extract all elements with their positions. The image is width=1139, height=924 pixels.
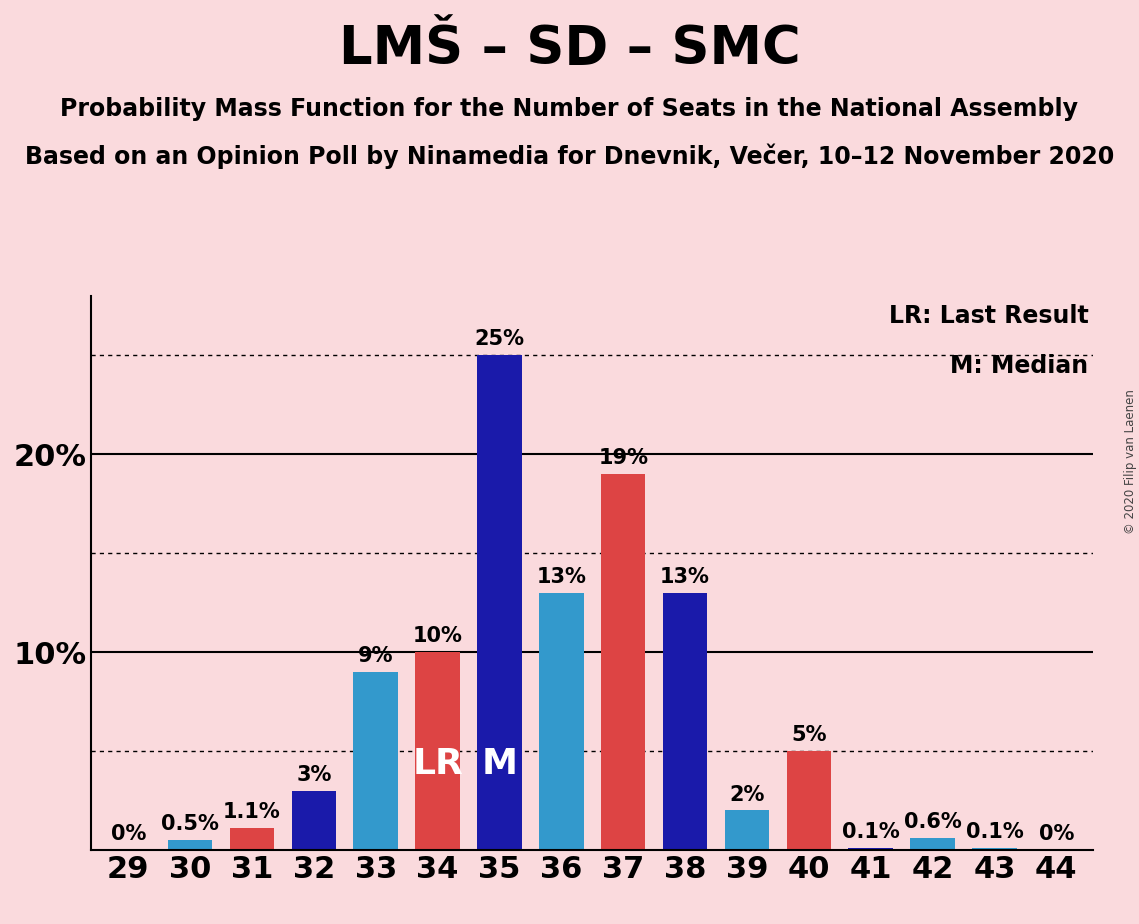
- Text: 0.1%: 0.1%: [966, 822, 1023, 842]
- Text: LR: Last Result: LR: Last Result: [888, 304, 1089, 328]
- Text: 0.1%: 0.1%: [842, 822, 900, 842]
- Text: © 2020 Filip van Laenen: © 2020 Filip van Laenen: [1124, 390, 1137, 534]
- Bar: [601, 474, 646, 850]
- Bar: [230, 828, 274, 850]
- Bar: [849, 848, 893, 850]
- Text: Based on an Opinion Poll by Ninamedia for Dnevnik, Večer, 10–12 November 2020: Based on an Opinion Poll by Ninamedia fo…: [25, 143, 1114, 169]
- Text: 3%: 3%: [296, 765, 331, 784]
- Text: Probability Mass Function for the Number of Seats in the National Assembly: Probability Mass Function for the Number…: [60, 97, 1079, 121]
- Text: 25%: 25%: [475, 329, 524, 349]
- Text: 13%: 13%: [661, 566, 710, 587]
- Text: 19%: 19%: [598, 448, 648, 468]
- Text: 0%: 0%: [110, 824, 146, 845]
- Bar: [910, 838, 954, 850]
- Bar: [539, 592, 583, 850]
- Text: 10%: 10%: [412, 626, 462, 646]
- Text: 1.1%: 1.1%: [223, 802, 281, 822]
- Bar: [167, 840, 212, 850]
- Text: 13%: 13%: [536, 566, 587, 587]
- Text: 0.5%: 0.5%: [162, 814, 219, 834]
- Text: M: M: [482, 747, 517, 781]
- Text: 0.6%: 0.6%: [903, 812, 961, 833]
- Text: 2%: 2%: [729, 784, 764, 805]
- Bar: [724, 810, 769, 850]
- Bar: [477, 355, 522, 850]
- Bar: [973, 848, 1017, 850]
- Bar: [787, 751, 831, 850]
- Text: 9%: 9%: [358, 646, 393, 666]
- Bar: [353, 672, 398, 850]
- Text: M: Median: M: Median: [950, 354, 1089, 378]
- Text: LR: LR: [412, 747, 464, 781]
- Bar: [663, 592, 707, 850]
- Text: 0%: 0%: [1039, 824, 1074, 845]
- Text: 5%: 5%: [792, 725, 827, 745]
- Bar: [292, 791, 336, 850]
- Text: LMŠ – SD – SMC: LMŠ – SD – SMC: [338, 23, 801, 75]
- Bar: [416, 652, 460, 850]
